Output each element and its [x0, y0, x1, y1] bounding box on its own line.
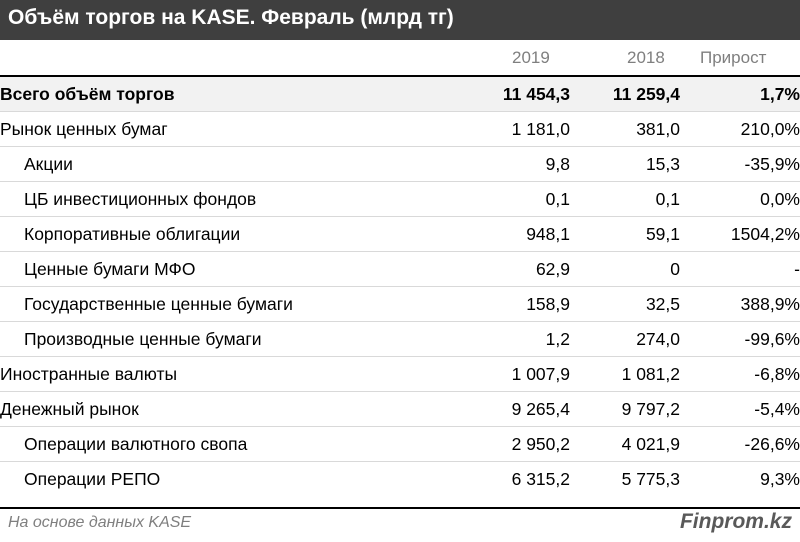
value-2019: 1 007,9	[460, 356, 570, 392]
column-header-2018: 2018	[627, 48, 665, 67]
value-2018: 0	[570, 251, 680, 287]
column-header-row: 2019 2018 Прирост	[0, 44, 800, 74]
row-label: Акции	[0, 146, 460, 182]
table-row: Акции 9,8 15,3 -35,9%	[0, 146, 800, 182]
value-2019: 6 315,2	[511, 468, 570, 489]
table-row: Иностранные валюты 1 007,9 1 081,2 -6,8%	[0, 356, 800, 392]
table-row: Государственные ценные бумаги 158,9 32,5 38…	[0, 286, 800, 322]
value-2018: 0,1	[570, 181, 680, 217]
row-label: Рынок ценных бумаг	[0, 111, 460, 147]
table-row: Ценные бумаги МФО 62,9 0-	[0, 251, 800, 287]
value-2019: 1 181,0	[460, 111, 570, 147]
value-2018: 32,5	[570, 286, 680, 322]
row-label: Производные ценные бумаги	[0, 321, 460, 357]
value-2018: 381,0	[570, 111, 680, 147]
value-growth: 210,0%	[680, 111, 800, 147]
value-2018: 11 259,4	[570, 77, 680, 112]
value-growth: 9,3%	[760, 468, 800, 489]
column-header-growth: Прирост	[700, 48, 767, 67]
table-row: Корпоративные облигации 948,1 59,1 1504,2%	[0, 216, 800, 252]
table-row: ЦБ инвестиционных фондов 0,1 0,1 0,0%	[0, 181, 800, 217]
value-growth: -	[680, 251, 800, 287]
row-label: Операции валютного свопа	[0, 426, 460, 462]
table-row: Денежный рынок 9 265,4 9 797,2 -5,4%	[0, 391, 800, 427]
row-label: Иностранные валюты	[0, 356, 460, 392]
chart-title: Объём торгов на KASE. Февраль (млрд тг)	[8, 6, 454, 29]
value-2018: 4 021,9	[570, 426, 680, 462]
data-table: Всего объём торгов 11 454,3 11 259,4 1,7% Ры…	[0, 77, 800, 496]
value-2018: 1 081,2	[570, 356, 680, 392]
value-2019: 1,2	[460, 321, 570, 357]
value-growth: 0,0%	[680, 181, 800, 217]
value-growth: -5,4%	[680, 391, 800, 427]
value-2019: 62,9	[460, 251, 570, 287]
header-divider	[0, 75, 800, 77]
row-label: Государственные ценные бумаги	[0, 286, 460, 322]
table-total-row: Всего объём торгов 11 454,3 11 259,4 1,7%	[0, 77, 800, 112]
table-row: Операции РЕПО 6 315,2 5 775,3 9,3%	[0, 462, 800, 497]
value-growth: 1504,2%	[680, 216, 800, 252]
brand-logo-text: Finprom.kz	[679, 510, 792, 533]
value-growth: -26,6%	[680, 426, 800, 462]
value-2019: 0,1	[460, 181, 570, 217]
value-2018: 5 775,3	[621, 468, 680, 489]
source-note: На основе данных KASE	[8, 514, 192, 531]
row-label: Корпоративные облигации	[0, 216, 460, 252]
value-2019: 11 454,3	[460, 77, 570, 112]
value-2018: 15,3	[570, 146, 680, 182]
value-growth: 388,9%	[680, 286, 800, 322]
row-label: Денежный рынок	[0, 391, 460, 427]
row-label: Всего объём торгов	[0, 77, 460, 112]
row-label: Операции РЕПО	[24, 468, 161, 489]
column-header-2019: 2019	[512, 48, 550, 67]
value-growth: -99,6%	[680, 321, 800, 357]
value-2019: 948,1	[460, 216, 570, 252]
value-2018: 9 797,2	[570, 391, 680, 427]
row-label: ЦБ инвестиционных фондов	[0, 181, 460, 217]
value-2019: 9 265,4	[460, 391, 570, 427]
table-row: Производные ценные бумаги 1,2 274,0 -99,6%	[0, 321, 800, 357]
value-2018: 59,1	[570, 216, 680, 252]
value-2019: 2 950,2	[460, 426, 570, 462]
value-growth: -6,8%	[680, 356, 800, 392]
row-label: Ценные бумаги МФО	[0, 251, 460, 287]
table-row: Операции валютного свопа 2 950,2 4 021,9 -2…	[0, 426, 800, 462]
value-2019: 158,9	[460, 286, 570, 322]
footer-divider	[0, 507, 800, 509]
value-2018: 274,0	[570, 321, 680, 357]
value-growth: 1,7%	[680, 77, 800, 112]
value-growth: -35,9%	[680, 146, 800, 182]
table-row: Рынок ценных бумаг 1 181,0 381,0 210,0%	[0, 111, 800, 147]
value-2019: 9,8	[460, 146, 570, 182]
title-bar: Объём торгов на KASE. Февраль (млрд тг)	[0, 0, 800, 40]
